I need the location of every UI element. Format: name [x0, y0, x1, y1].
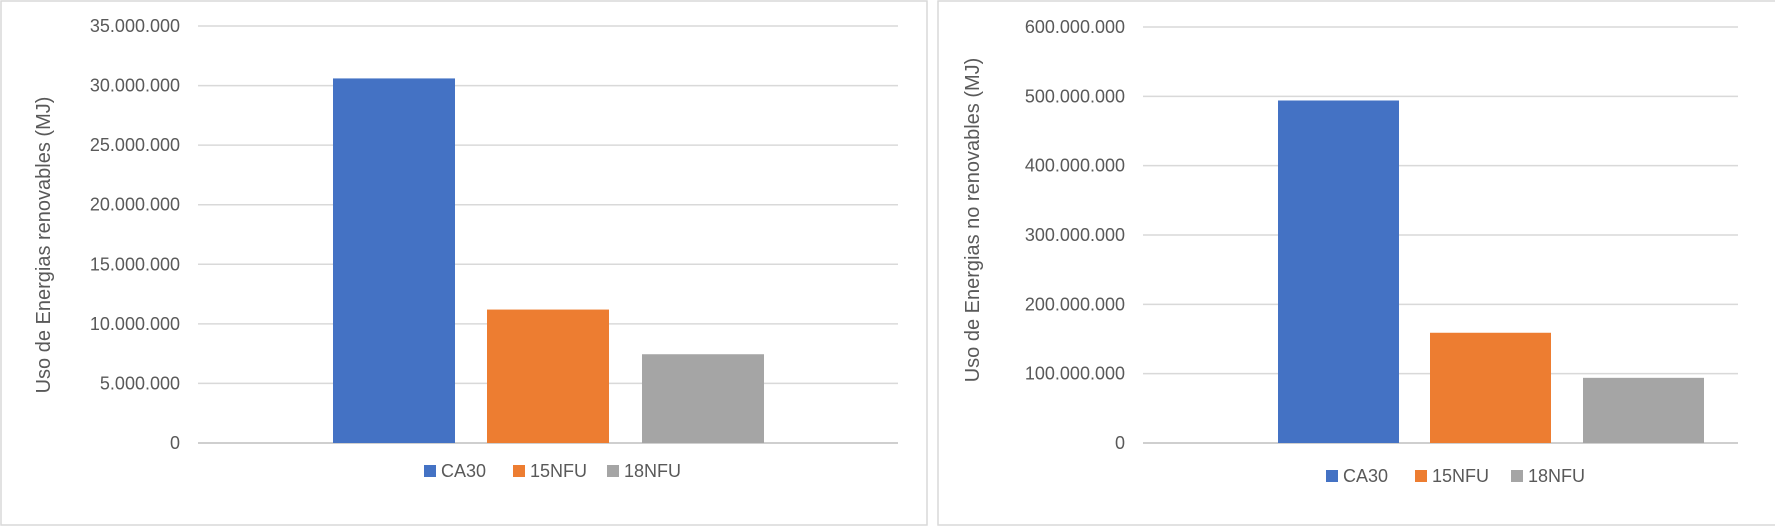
y-tick-label: 500.000.000 — [1025, 86, 1125, 106]
legend-swatch-18nfu — [1511, 470, 1523, 482]
chart-2: 0 100.000.000 200.000.000 300.000.000 400.00… — [962, 17, 1738, 486]
bar-15nfu — [487, 309, 609, 443]
y-axis-title: Uso de Energias renovables (MJ) — [33, 97, 55, 394]
legend-label: CA30 — [1343, 466, 1388, 486]
bar-18nfu — [1583, 377, 1704, 443]
legend-label: CA30 — [441, 461, 486, 481]
y-tick-label: 100.000.000 — [1025, 364, 1125, 384]
y-axis-title: Uso de Energias no renovables (MJ) — [962, 58, 984, 383]
legend-swatch-ca30 — [424, 465, 436, 477]
y-tick-label: 0 — [170, 433, 180, 453]
y-tick-label: 0 — [1115, 433, 1125, 453]
legend-label: 18NFU — [624, 461, 681, 481]
bar-ca30 — [333, 78, 455, 444]
legend-label: 15NFU — [1432, 466, 1489, 486]
bar-15nfu — [1430, 332, 1551, 443]
y-tick-label: 5.000.000 — [100, 373, 180, 393]
chart-1-frame — [0, 0, 928, 526]
y-tick-label: 15.000.000 — [90, 254, 180, 274]
y-tick-label: 25.000.000 — [90, 135, 180, 155]
bar-18nfu — [642, 354, 764, 443]
y-tick-label: 35.000.000 — [90, 16, 180, 36]
y-tick-label: 600.000.000 — [1025, 17, 1125, 37]
y-tick-label: 30.000.000 — [90, 76, 180, 96]
legend-swatch-ca30 — [1326, 470, 1338, 482]
chart-1: 0 5.000.000 10.000.000 15.000.000 20.000.000… — [33, 16, 898, 481]
legend-swatch-15nfu — [1415, 470, 1427, 482]
legend-swatch-18nfu — [607, 465, 619, 477]
legend-label: 18NFU — [1528, 466, 1585, 486]
bar-ca30 — [1278, 100, 1399, 443]
legend-swatch-15nfu — [513, 465, 525, 477]
y-tick-label: 400.000.000 — [1025, 156, 1125, 176]
legend-label: 15NFU — [530, 461, 587, 481]
y-tick-label: 20.000.000 — [90, 195, 180, 215]
y-tick-label: 10.000.000 — [90, 314, 180, 334]
y-tick-label: 200.000.000 — [1025, 294, 1125, 314]
y-tick-label: 300.000.000 — [1025, 225, 1125, 245]
